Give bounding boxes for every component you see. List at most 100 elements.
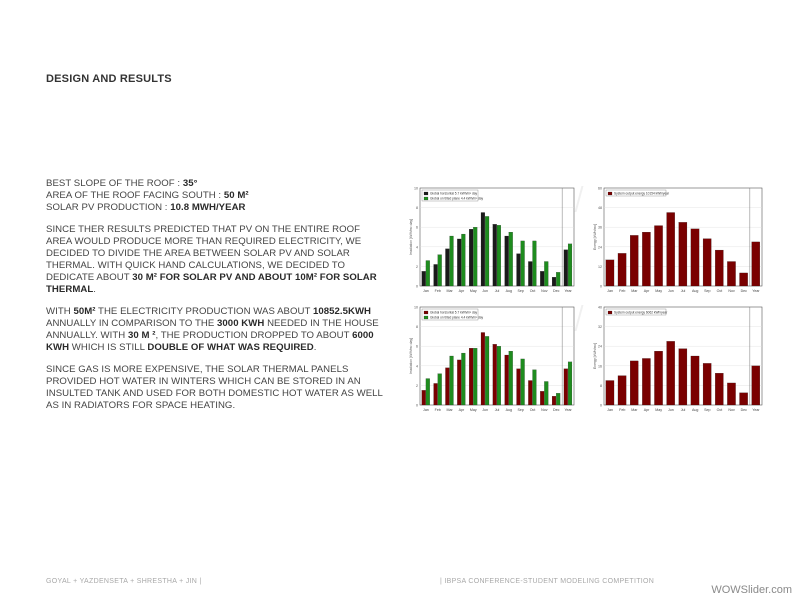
- legend-label: Global horizontal 5.7 kWh/m² day: [430, 311, 478, 315]
- bar: [508, 350, 513, 406]
- y-tick-label: 2: [416, 265, 418, 269]
- x-tick-label: Dec: [553, 408, 560, 412]
- p2-text-c: .: [93, 284, 96, 295]
- x-tick-label: Feb: [435, 289, 441, 293]
- bar: [528, 261, 533, 287]
- roof-slope-value: 35°: [182, 178, 198, 189]
- bar: [469, 348, 474, 406]
- paragraph-3: WITH 50M² THE ELECTRICITY PRODUCTION WAS…: [46, 306, 386, 354]
- roof-facts: BEST SLOPE OF THE ROOF : 35° AREA OF THE…: [46, 178, 386, 214]
- footer-conference: | IBPSA CONFERENCE-STUDENT MODELING COMP…: [440, 578, 655, 585]
- bar: [727, 261, 736, 287]
- x-tick-label: Jan: [423, 289, 429, 293]
- bar: [678, 222, 688, 287]
- x-tick-label: Sep: [517, 289, 523, 293]
- x-tick-label: May: [470, 408, 477, 412]
- x-tick-label: Apr: [644, 408, 650, 412]
- y-tick-label: 10: [414, 187, 418, 191]
- x-tick-label: Year: [752, 289, 760, 293]
- bar: [544, 261, 549, 287]
- bar: [715, 373, 724, 406]
- y-axis-label: Energy [kWh/mo]: [593, 343, 597, 369]
- legend-swatch: [423, 310, 429, 315]
- y-tick-label: 36: [598, 226, 602, 230]
- bar: [751, 365, 760, 406]
- y-tick-label: 8: [600, 384, 602, 388]
- roof-area-value: 50 M²: [223, 190, 249, 201]
- x-tick-label: Oct: [717, 408, 723, 412]
- x-tick-label: May: [655, 289, 662, 293]
- bar: [556, 272, 561, 287]
- chart-irradiation-2: 0 2 4 6 8 10 Irradiation [kWh/m² day] Jan Feb Mar…: [408, 305, 576, 415]
- legend-label: System output energy 10154 kWh/year: [614, 192, 670, 196]
- energy-chart-1: 0 12 24 36 48 60 Energy [kWh/mo] Jan Feb Mar Apr Ma…: [593, 187, 763, 293]
- p3-text-c: THE ELECTRICITY PRODUCTION WAS ABOUT: [95, 306, 313, 317]
- bar: [437, 254, 442, 287]
- x-tick-label: Feb: [619, 408, 625, 412]
- bar: [496, 225, 501, 287]
- x-tick-label: May: [470, 289, 477, 293]
- bar: [563, 249, 568, 287]
- legend-box: [421, 189, 479, 202]
- x-tick-label: Jan: [423, 408, 429, 412]
- y-tick-label: 0: [416, 285, 418, 289]
- p2-text-b: 30 M² FOR SOLAR PV AND ABOUT 10M² FOR SO…: [46, 272, 377, 295]
- legend-box: [421, 308, 479, 321]
- x-tick-label: Dec: [553, 289, 560, 293]
- y-tick-label: 4: [416, 364, 418, 368]
- x-tick-label: Aug: [692, 289, 698, 293]
- x-tick-label: Year: [752, 408, 760, 412]
- y-axis-label: Irradiation [kWh/m² day]: [409, 219, 413, 255]
- x-tick-label: Mar: [447, 289, 454, 293]
- x-tick-label: Sep: [704, 408, 710, 412]
- y-tick-label: 10: [414, 306, 418, 310]
- bar: [421, 390, 426, 406]
- y-tick-label: 8: [416, 206, 418, 210]
- bar: [425, 260, 430, 287]
- x-tick-label: Mar: [447, 408, 454, 412]
- bar: [751, 241, 760, 287]
- bar: [532, 369, 537, 406]
- bar: [605, 380, 615, 406]
- p3-text-k: WHICH IS STILL: [69, 342, 148, 353]
- bar: [485, 216, 490, 287]
- bar: [654, 225, 663, 287]
- bar: [666, 212, 675, 287]
- x-tick-label: Jul: [495, 289, 500, 293]
- bar: [617, 253, 627, 287]
- bar: [449, 355, 454, 406]
- roof-area-label: AREA OF THE ROOF FACING SOUTH :: [46, 190, 224, 201]
- y-axis-label: Energy [kWh/mo]: [593, 224, 597, 250]
- bar: [445, 367, 450, 406]
- bar: [433, 264, 438, 287]
- y-tick-label: 0: [600, 285, 602, 289]
- x-tick-label: Mar: [631, 289, 638, 293]
- bar: [567, 243, 573, 287]
- bar: [690, 355, 700, 406]
- y-tick-label: 8: [416, 325, 418, 329]
- x-tick-label: Nov: [541, 289, 548, 293]
- body-text: BEST SLOPE OF THE ROOF : 35° AREA OF THE…: [46, 178, 386, 422]
- bar: [480, 332, 485, 406]
- bar: [739, 392, 748, 406]
- x-tick-label: Oct: [530, 289, 536, 293]
- x-tick-label: Jul: [681, 289, 686, 293]
- chart-energy-2: 0 8 16 24 32 40 Energy [kWh/mo] Jan Feb Mar Apr May…: [592, 305, 764, 415]
- bar: [457, 238, 462, 287]
- wowslider-watermark[interactable]: WOWSlider.com: [711, 584, 792, 596]
- bar: [496, 346, 501, 406]
- footer-authors: GOYAL + YAZDENSETA + SHRESTHA + JIN |: [46, 578, 202, 585]
- bar: [551, 277, 557, 287]
- bar: [702, 363, 712, 406]
- bar: [504, 354, 509, 406]
- bar: [715, 249, 724, 287]
- bar: [528, 380, 533, 406]
- bar: [485, 336, 490, 406]
- roof-slope-label: BEST SLOPE OF THE ROOF :: [46, 178, 183, 189]
- x-tick-label: Nov: [728, 289, 735, 293]
- y-tick-label: 4: [416, 245, 418, 249]
- bar: [445, 248, 450, 287]
- bar: [508, 231, 513, 287]
- bar: [520, 358, 525, 406]
- x-tick-label: Jun: [668, 408, 674, 412]
